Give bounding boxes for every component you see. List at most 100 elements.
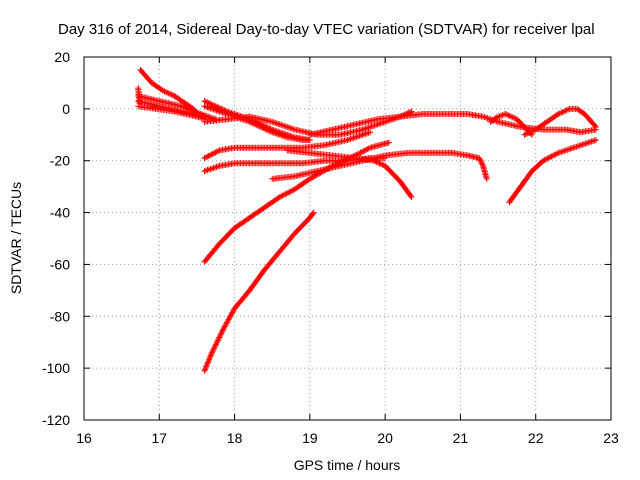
data-point xyxy=(361,147,368,154)
y-tick-label: -120 xyxy=(42,412,70,428)
data-point xyxy=(212,341,219,348)
data-point xyxy=(278,193,285,200)
data-point xyxy=(504,111,511,118)
data-point xyxy=(257,124,264,131)
data-point xyxy=(209,150,216,157)
data-point xyxy=(266,127,273,134)
y-tick-label: -60 xyxy=(50,256,70,272)
data-point xyxy=(506,112,513,119)
data-point xyxy=(478,159,485,166)
data-point xyxy=(558,109,565,116)
data-points xyxy=(135,66,599,374)
data-point xyxy=(205,153,212,159)
data-point xyxy=(559,109,566,116)
data-point xyxy=(207,353,214,360)
data-point xyxy=(253,122,260,129)
data-point xyxy=(203,363,210,370)
data-point xyxy=(263,126,270,133)
data-point xyxy=(310,209,317,216)
data-point xyxy=(407,109,414,116)
data-point xyxy=(542,156,549,163)
data-point xyxy=(563,107,570,114)
data-point xyxy=(527,130,534,137)
series-14 xyxy=(201,139,392,265)
data-point xyxy=(276,194,283,201)
data-point xyxy=(551,152,558,159)
data-point xyxy=(211,344,218,351)
data-point xyxy=(372,158,379,165)
series-15 xyxy=(201,209,317,374)
data-point xyxy=(362,146,369,153)
x-tick-label: 19 xyxy=(302,430,318,446)
data-point xyxy=(246,118,253,125)
data-point xyxy=(202,364,209,371)
data-point xyxy=(367,129,374,136)
data-point xyxy=(201,155,208,162)
data-point xyxy=(219,327,226,334)
data-point xyxy=(357,149,364,156)
data-point xyxy=(262,125,269,132)
data-point xyxy=(549,152,556,159)
data-point xyxy=(346,155,353,162)
series-13 xyxy=(284,147,415,201)
data-point xyxy=(201,367,208,374)
data-point xyxy=(329,162,336,169)
data-point xyxy=(136,100,143,107)
data-point xyxy=(353,151,360,158)
chart-title: Day 316 of 2014, Sidereal Day-to-day VTE… xyxy=(58,21,595,38)
x-axis-ticks: 16 17 18 19 20 21 22 23 xyxy=(76,57,619,446)
data-point xyxy=(335,160,342,167)
x-tick-label: 18 xyxy=(227,430,243,446)
data-point xyxy=(212,342,219,349)
data-point xyxy=(280,191,287,198)
data-point xyxy=(204,153,211,160)
data-point xyxy=(385,139,392,146)
data-point xyxy=(209,348,216,355)
series-5 xyxy=(135,85,143,107)
data-point xyxy=(347,154,354,161)
y-axis-label: SDTVAR / TECUs xyxy=(8,182,24,294)
data-point xyxy=(202,98,209,105)
data-point xyxy=(201,98,208,105)
data-point xyxy=(540,157,547,164)
data-point xyxy=(548,153,555,160)
data-point xyxy=(284,189,291,196)
data-point xyxy=(553,150,560,157)
data-point xyxy=(336,159,343,166)
y-axis-ticks: -120 -100 -80 -60 -40 -20 0 20 xyxy=(42,49,611,428)
data-point xyxy=(282,191,289,198)
data-point xyxy=(509,114,516,121)
data-point xyxy=(377,160,384,167)
data-point xyxy=(212,149,219,156)
series-4 xyxy=(135,103,209,123)
data-point xyxy=(556,110,563,117)
data-point xyxy=(178,103,185,110)
y-tick-label: -40 xyxy=(50,205,70,221)
data-point xyxy=(212,103,219,110)
data-point xyxy=(204,360,211,367)
data-point xyxy=(337,159,344,166)
data-point xyxy=(354,151,361,158)
data-point xyxy=(408,108,415,115)
data-point xyxy=(344,155,351,162)
data-point xyxy=(210,345,217,352)
data-point xyxy=(206,356,213,363)
data-point xyxy=(358,148,365,155)
data-point xyxy=(202,154,209,161)
data-point xyxy=(215,335,222,342)
data-point xyxy=(560,108,567,115)
data-point xyxy=(350,153,357,160)
y-tick-label: -100 xyxy=(42,360,70,376)
data-point xyxy=(256,123,263,130)
data-point xyxy=(408,194,415,201)
data-point xyxy=(279,192,286,199)
data-point xyxy=(267,128,274,135)
data-point xyxy=(477,157,484,164)
data-point xyxy=(375,159,382,166)
data-point xyxy=(545,154,552,161)
data-point xyxy=(493,114,500,121)
data-point xyxy=(592,124,599,131)
data-point xyxy=(511,114,518,121)
